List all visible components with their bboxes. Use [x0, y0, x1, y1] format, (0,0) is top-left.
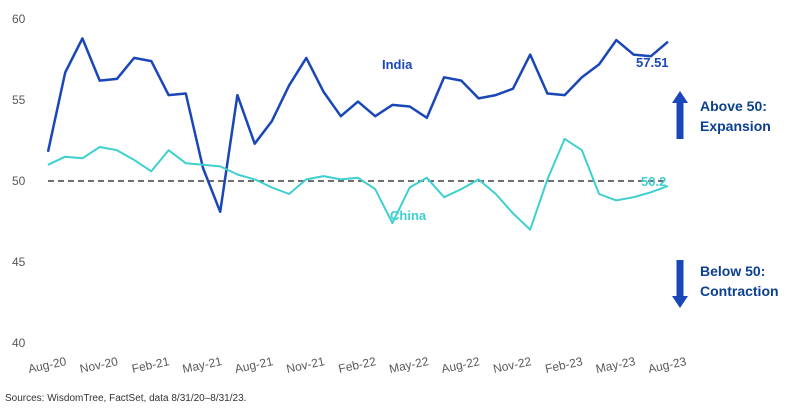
x-tick-label: Nov-21	[285, 354, 326, 376]
source-note: Sources: WisdomTree, FactSet, data 8/31/…	[5, 393, 246, 404]
series-lines	[46, 37, 669, 231]
series-label-india: India	[382, 57, 413, 72]
y-tick-label: 55	[12, 93, 26, 107]
arrow-down-icon	[672, 260, 688, 308]
x-tick-label: May-23	[594, 354, 636, 376]
y-axis-ticks: 40 45 50 55 60	[12, 12, 26, 350]
x-tick-label: Feb-21	[130, 354, 170, 376]
expansion-label: Expansion	[700, 118, 771, 134]
x-tick-label: May-22	[388, 354, 430, 376]
series-label-china: China	[390, 208, 427, 223]
below-50-label: Below 50:	[700, 263, 765, 279]
x-tick-label: Aug-22	[440, 354, 481, 376]
y-tick-label: 50	[12, 174, 26, 188]
arrow-up-icon	[672, 91, 688, 139]
x-tick-label: Nov-22	[492, 354, 533, 376]
x-tick-label: Aug-20	[27, 354, 68, 376]
india-end-label: 57.51	[636, 55, 669, 70]
x-tick-label: Nov-20	[78, 354, 119, 376]
x-tick-label: Feb-22	[337, 354, 377, 376]
x-tick-label: Feb-23	[544, 354, 584, 376]
x-tick-label: Aug-21	[233, 354, 274, 376]
x-axis-ticks: Aug-20 Nov-20 Feb-21 May-21 Aug-21 Nov-21 Feb-…	[27, 354, 688, 376]
above-50-label: Above 50:	[700, 98, 767, 114]
contraction-label: Contraction	[700, 283, 779, 299]
y-tick-label: 40	[12, 336, 26, 350]
y-tick-label: 45	[12, 255, 26, 269]
x-tick-label: Aug-23	[647, 354, 688, 376]
x-tick-label: May-21	[181, 354, 223, 376]
series-line-china	[47, 137, 669, 231]
china-end-label: 50.2	[641, 174, 666, 189]
series-line-india	[46, 37, 669, 214]
y-tick-label: 60	[12, 12, 26, 26]
